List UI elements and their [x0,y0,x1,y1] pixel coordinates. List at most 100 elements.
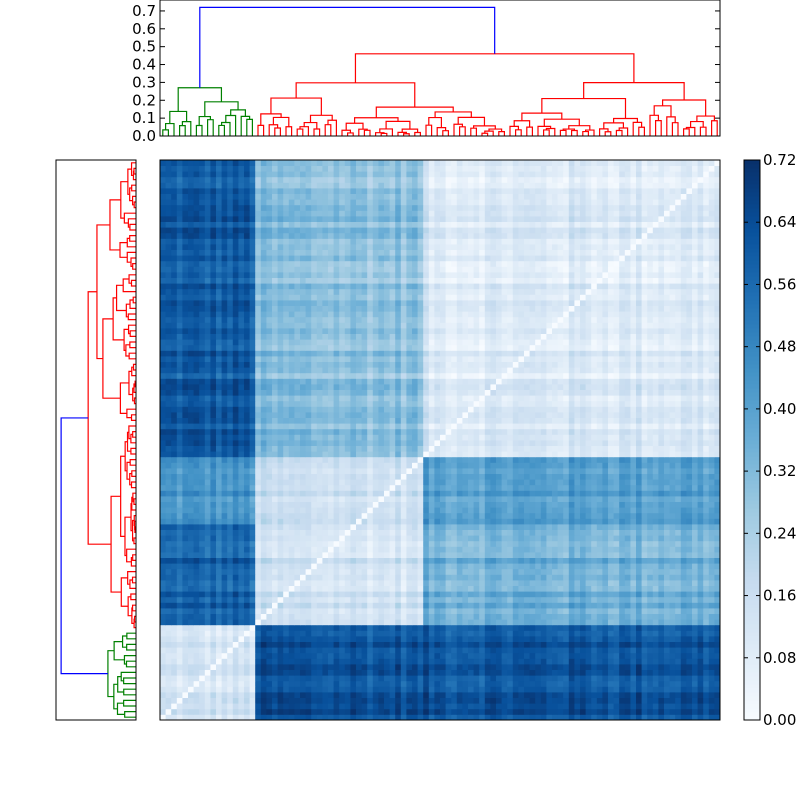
heatmap-cell [288,574,295,581]
heatmap-cell [400,546,407,553]
heatmap-cell [714,529,721,536]
heatmap-cell [512,451,519,458]
heatmap-cell [613,652,620,659]
heatmap-cell [456,703,463,710]
heatmap-cell [417,630,424,637]
heatmap-cell [619,484,626,491]
heatmap-cell [266,686,273,693]
heatmap-cell [512,692,519,698]
heatmap-cell [395,490,402,497]
heatmap-cell [641,596,648,603]
heatmap-cell [456,552,463,558]
heatmap-cell [664,641,670,648]
heatmap-cell [518,507,525,514]
heatmap-cell [176,708,183,715]
heatmap-cell [456,529,463,536]
heatmap-cell [260,675,267,682]
heatmap-cell [328,540,334,547]
heatmap-cell [412,490,418,497]
heatmap-cell [490,484,497,491]
heatmap-cell [389,669,396,676]
heatmap-cell [703,512,710,519]
heatmap-cell [199,574,206,581]
heatmap-cell [456,652,463,659]
heatmap-cell [468,636,474,642]
heatmap-cell [272,630,278,637]
heatmap-cell [580,540,586,547]
heatmap-cell [372,619,379,626]
heatmap-cell [260,563,267,570]
heatmap-cell [462,535,469,542]
heatmap-cell [204,468,211,474]
heatmap-cell [591,675,598,682]
heatmap-cell [182,490,189,497]
heatmap-cell [182,714,189,721]
heatmap-cell [339,456,346,463]
heatmap-cell [546,591,553,598]
heatmap-cell [697,456,704,463]
heatmap-cell [311,641,318,648]
heatmap-cell [188,680,194,687]
heatmap-cell [440,490,446,497]
heatmap-cell [468,462,474,469]
heatmap-cell [232,462,239,469]
heatmap-cell [664,512,670,519]
heatmap-cell [361,697,368,704]
heatmap-cell [602,490,609,497]
heatmap-cell [400,451,407,458]
heatmap-cell [636,479,642,486]
heatmap-cell [199,540,206,547]
heatmap-cell [182,479,189,486]
heatmap-cell [328,456,334,463]
heatmap-cell [512,484,519,491]
heatmap-cell [412,697,418,704]
heatmap-cell [400,630,407,637]
heatmap-cell [305,462,312,469]
heatmap-cell [686,680,693,687]
heatmap-cell [244,692,250,698]
heatmap-cell [507,602,514,609]
heatmap-cell [608,647,614,654]
heatmap-cell [210,585,217,592]
heatmap-cell [451,675,458,682]
heatmap-cell [496,529,502,536]
heatmap-cell [624,680,631,687]
heatmap-cell [216,619,222,626]
heatmap-cell [227,636,234,642]
heatmap-cell [316,468,323,474]
heatmap-cell [473,479,480,486]
heatmap-cell [171,647,178,654]
heatmap-cell [176,647,183,654]
heatmap-cell [160,703,166,710]
heatmap-cell [602,624,609,631]
heatmap-cell [367,535,374,542]
heatmap-cell [333,697,340,704]
heatmap-cell [624,580,631,586]
heatmap-cell [260,574,267,581]
heatmap-cell [585,468,592,474]
heatmap-cell [445,496,452,502]
heatmap-cell [585,507,592,514]
heatmap-cell [417,692,424,698]
heatmap-cell [384,518,390,525]
heatmap-cell [596,479,603,486]
heatmap-cell [160,546,166,553]
heatmap-cell [518,708,525,715]
heatmap-cell [535,473,542,480]
heatmap-cell [546,580,553,586]
heatmap-cell [249,624,256,631]
heatmap-cell [647,602,654,609]
heatmap-cell [244,580,250,586]
heatmap-cell [344,512,351,519]
heatmap-cell [288,496,295,502]
heatmap-cell [249,636,256,642]
heatmap-cell [266,675,273,682]
heatmap-cell [165,585,172,592]
heatmap-cell [361,630,368,637]
heatmap-cell [160,680,166,687]
heatmap-cell [294,585,301,592]
heatmap-cell [400,585,407,592]
heatmap-cell [238,686,245,693]
heatmap-cell [412,692,418,698]
heatmap-cell [344,664,351,670]
